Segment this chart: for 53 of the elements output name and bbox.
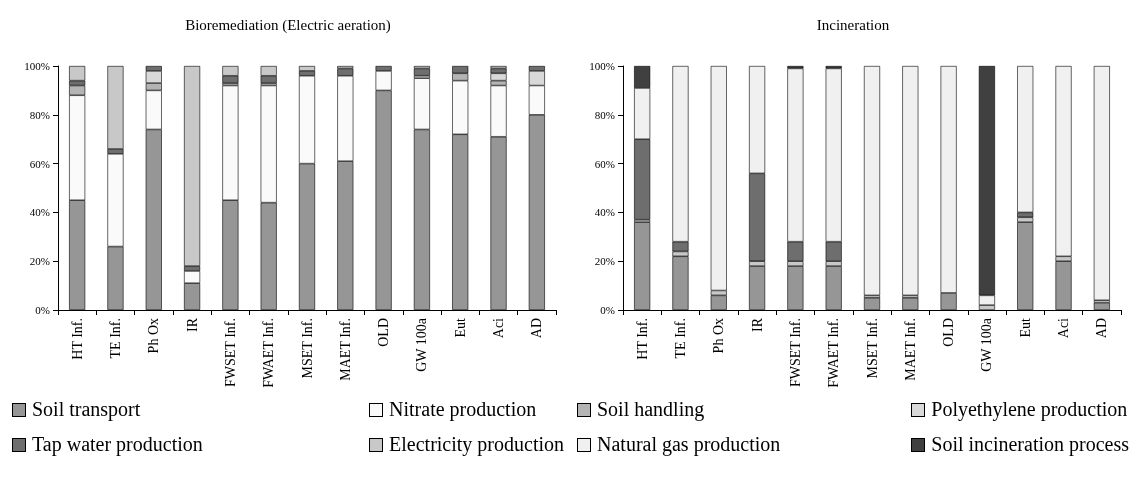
y-tick-label: 100% — [589, 60, 615, 72]
y-tick-label: 80% — [594, 108, 615, 121]
x-tick-label: IR — [749, 317, 765, 332]
bar — [863, 66, 881, 296]
x-tick-label: AD — [1094, 318, 1110, 339]
chart-title: Bioremediation (Electric aeration) — [185, 16, 391, 34]
legend-label: Electricity production — [389, 433, 564, 456]
x-tick-label: FWAET Inf. — [826, 318, 842, 388]
y-tick-label: 80% — [29, 108, 50, 121]
y-tick-label: 20% — [594, 255, 615, 268]
x-tick-label: OLD — [376, 318, 392, 347]
text: Polyethylene production — [931, 398, 1128, 420]
legend-label: Tap water production — [32, 433, 203, 456]
x-tick-label: IR — [184, 317, 200, 332]
x-tick-label: Ph Ox — [711, 318, 727, 354]
chart-title: Incineration — [816, 16, 890, 33]
y-tick-label: 60% — [594, 157, 615, 170]
y-tick-label: 60% — [29, 157, 50, 170]
x-tick-label: Eut — [1017, 317, 1033, 338]
x-tick-label: MSET Inf. — [864, 318, 880, 379]
bar — [1093, 66, 1110, 301]
x-tick-label: TE Inf. — [672, 318, 688, 359]
x-tick-label: GW 100a — [414, 317, 430, 372]
x-tick-label: OLD — [941, 318, 957, 347]
bar — [902, 66, 919, 296]
x-tick-label: Aci — [1056, 317, 1072, 339]
x-tick-label: MAET Inf. — [337, 318, 353, 381]
x-tick-label: MAET Inf. — [902, 318, 918, 381]
legend-label: Natural gas production — [597, 433, 781, 456]
bar — [184, 66, 201, 267]
x-tick-label: Ph Ox — [146, 318, 162, 354]
legend-label: Soil transport — [32, 398, 141, 421]
x-tick-label: Eut — [452, 317, 468, 338]
x-tick-label: FWSET Inf. — [787, 318, 803, 387]
x-tick-label: GW 100a — [979, 317, 995, 372]
x-tick-label: FWSET Inf. — [222, 318, 238, 387]
x-tick-label: FWAET Inf. — [261, 318, 277, 388]
x-tick-label: Aci — [491, 317, 507, 339]
y-tick-label: 0% — [35, 304, 50, 316]
y-tick-label: 40% — [29, 206, 50, 219]
x-tick-label: HT Inf. — [69, 318, 85, 360]
y-tick-label: 100% — [24, 60, 50, 72]
legend-label: Soil incineration process — [931, 433, 1129, 456]
y-tick-label: 0% — [600, 304, 615, 316]
legend-label: Nitrate production — [389, 398, 537, 421]
y-tick-label: 40% — [594, 206, 615, 219]
y-tick-label: 20% — [29, 255, 50, 268]
x-tick-label: MSET Inf. — [299, 318, 315, 379]
text: Soil handling — [597, 398, 705, 420]
bar — [413, 68, 430, 76]
x-tick-label: HT Inf. — [634, 318, 650, 360]
x-tick-label: AD — [529, 318, 545, 339]
x-tick-label: TE Inf. — [107, 318, 123, 359]
